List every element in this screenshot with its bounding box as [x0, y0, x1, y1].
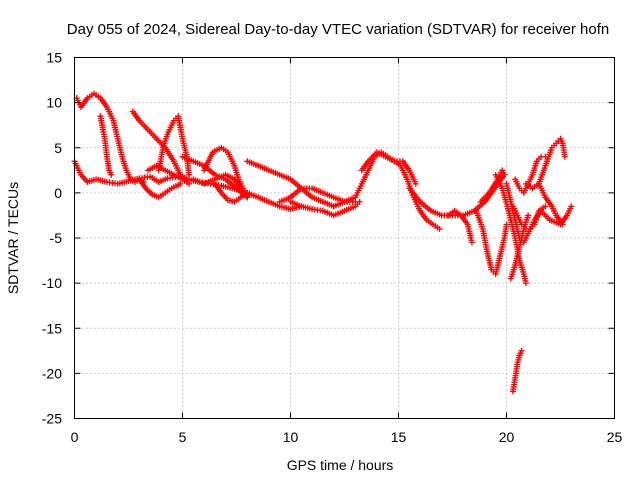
y-tick-label: -5	[50, 230, 63, 246]
y-tick-label: 5	[54, 140, 62, 156]
y-tick-label: 0	[54, 185, 62, 201]
data-point	[542, 203, 549, 210]
data-point	[561, 153, 568, 160]
y-tick-label: -10	[42, 275, 62, 291]
chart-title: Day 055 of 2024, Sidereal Day-to-day VTE…	[67, 21, 609, 38]
data-point	[185, 180, 192, 187]
x-tick-label: 5	[179, 429, 187, 445]
x-tick-label: 20	[499, 429, 515, 445]
x-tick-label: 15	[391, 429, 407, 445]
data-point	[185, 171, 192, 178]
y-tick-label: 15	[46, 50, 62, 66]
x-tick-label: 10	[283, 429, 299, 445]
gridlines	[74, 57, 615, 419]
y-tick-label: -25	[42, 411, 62, 427]
y-tick-label: -20	[42, 365, 62, 381]
data-point	[412, 180, 419, 187]
data-point	[436, 225, 443, 232]
data-point	[108, 171, 115, 178]
y-axis-label: SDTVAR / TECUs	[5, 182, 21, 294]
data-point	[568, 203, 575, 210]
ticks: 0 5 10 15 20 25 15 10 5 0 -5 -10 -15 -20 -25	[42, 50, 623, 446]
data-point	[468, 239, 475, 246]
data-point	[503, 221, 510, 228]
y-tick-label: -15	[42, 320, 62, 336]
data-point	[559, 221, 566, 228]
y-tick-label: 10	[46, 95, 62, 111]
x-tick-label: 0	[71, 429, 79, 445]
data-point	[518, 347, 525, 354]
data-point	[501, 171, 508, 178]
data-point	[522, 280, 529, 287]
data-points	[71, 90, 575, 395]
x-tick-label: 25	[607, 429, 623, 445]
data-point	[356, 198, 363, 205]
data-point	[177, 180, 184, 187]
x-axis-label: GPS time / hours	[287, 457, 394, 473]
data-point	[525, 212, 532, 219]
